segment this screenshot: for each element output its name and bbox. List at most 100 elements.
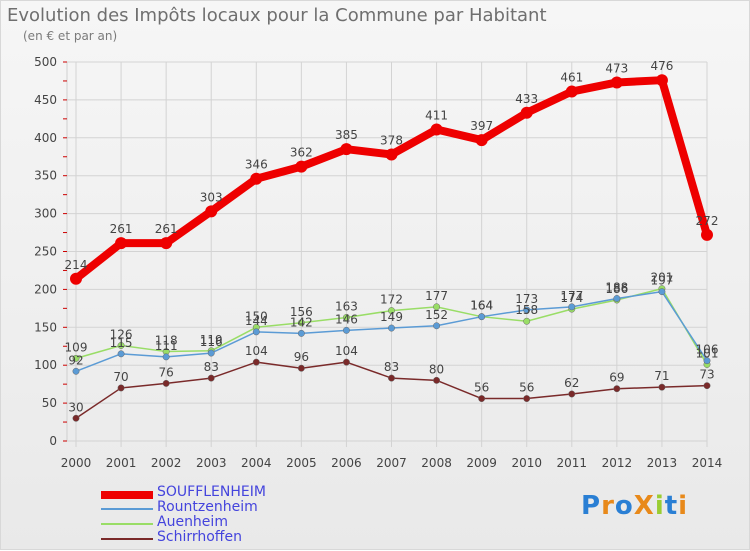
data-label: 411 (425, 108, 448, 122)
data-point (520, 106, 533, 119)
chart-subtitle: (en € et par an) (23, 29, 118, 43)
logo-letter: i (678, 491, 689, 521)
data-point (610, 76, 623, 89)
data-label: 73 (699, 368, 714, 382)
data-label: 378 (380, 133, 403, 147)
data-point (205, 205, 218, 218)
x-tick-label: 2007 (376, 456, 407, 470)
data-label: 261 (155, 222, 178, 236)
data-label: 433 (515, 92, 538, 106)
data-point (297, 319, 305, 327)
data-point (342, 313, 350, 321)
data-label: 71 (654, 369, 669, 383)
data-label: 174 (560, 291, 583, 305)
x-tick-label: 2010 (511, 456, 542, 470)
legend-swatch (101, 523, 153, 525)
data-label: 473 (605, 61, 628, 75)
data-point (117, 342, 125, 349)
data-point (701, 228, 713, 241)
x-tick-label: 2002 (151, 456, 182, 470)
data-label: 56 (474, 381, 489, 395)
chart-title: Evolution des Impôts locaux pour la Comm… (7, 5, 547, 26)
data-label: 144 (245, 314, 268, 328)
data-label: 164 (470, 299, 493, 313)
logo-letter: o (614, 491, 634, 521)
data-label: 164 (470, 299, 493, 313)
proxiti-logo: ProXiti (581, 491, 688, 521)
data-point (523, 395, 531, 403)
data-point (117, 350, 125, 358)
data-point (475, 134, 488, 147)
data-label: 83 (204, 360, 219, 374)
data-label: 126 (110, 327, 133, 341)
data-point (162, 353, 170, 361)
data-label: 397 (470, 119, 493, 133)
x-tick-label: 2001 (106, 456, 137, 470)
x-tick-label: 2006 (331, 456, 362, 470)
data-label: 152 (425, 308, 448, 322)
y-tick-label: 0 (49, 434, 57, 448)
data-label: 62 (564, 376, 579, 390)
data-label: 142 (290, 315, 313, 329)
data-point (568, 390, 576, 398)
data-label: 172 (380, 293, 403, 307)
data-label: 177 (425, 289, 448, 303)
data-point (433, 376, 441, 384)
legend-swatch (101, 538, 153, 540)
y-tick-label: 100 (34, 358, 57, 372)
logo-letter: t (664, 491, 679, 521)
data-label: 83 (384, 360, 399, 374)
data-label: 101 (696, 346, 719, 360)
legend-swatch (101, 491, 153, 499)
data-label: 56 (519, 381, 534, 395)
data-label: 163 (335, 299, 358, 313)
data-point (207, 349, 215, 357)
data-point (250, 172, 263, 185)
data-point (252, 358, 260, 366)
data-label: 104 (335, 344, 358, 358)
data-point (72, 414, 80, 422)
logo-letter: P (581, 491, 602, 521)
data-point (295, 160, 308, 173)
data-label: 476 (650, 59, 673, 73)
data-point (655, 74, 668, 87)
data-label: 69 (609, 371, 624, 385)
data-label: 70 (113, 370, 128, 384)
legend-label: Schirrhoffen (157, 529, 242, 545)
data-point (703, 357, 711, 365)
data-label: 30 (68, 400, 83, 414)
x-tick-label: 2000 (61, 456, 92, 470)
x-tick-label: 2008 (421, 456, 452, 470)
data-label: 96 (294, 350, 309, 364)
data-label: 173 (515, 292, 538, 306)
data-point (658, 383, 666, 391)
data-point (297, 364, 305, 372)
data-label: 149 (380, 310, 403, 324)
data-point (72, 367, 80, 375)
data-label: 158 (515, 303, 538, 317)
data-label: 106 (696, 343, 719, 357)
data-point (388, 324, 395, 332)
data-point (388, 307, 395, 315)
data-label: 261 (110, 222, 133, 236)
x-tick-label: 2012 (602, 456, 633, 470)
data-label: 346 (245, 158, 268, 172)
y-tick-label: 200 (34, 282, 57, 296)
x-tick-label: 2004 (241, 456, 272, 470)
data-label: 214 (65, 258, 88, 272)
data-point (117, 384, 125, 392)
data-label: 104 (245, 344, 268, 358)
data-point (613, 385, 621, 393)
data-point (613, 295, 621, 302)
data-label: 272 (696, 214, 719, 228)
data-point (115, 237, 128, 250)
data-label: 150 (245, 309, 268, 323)
legend-label: Auenheim (157, 514, 228, 530)
data-point (340, 143, 353, 156)
y-tick-label: 500 (34, 55, 57, 69)
data-point (342, 358, 350, 366)
data-point (385, 148, 398, 161)
legend-label: SOUFFLENHEIM (157, 484, 266, 500)
logo-letter: r (601, 491, 615, 521)
